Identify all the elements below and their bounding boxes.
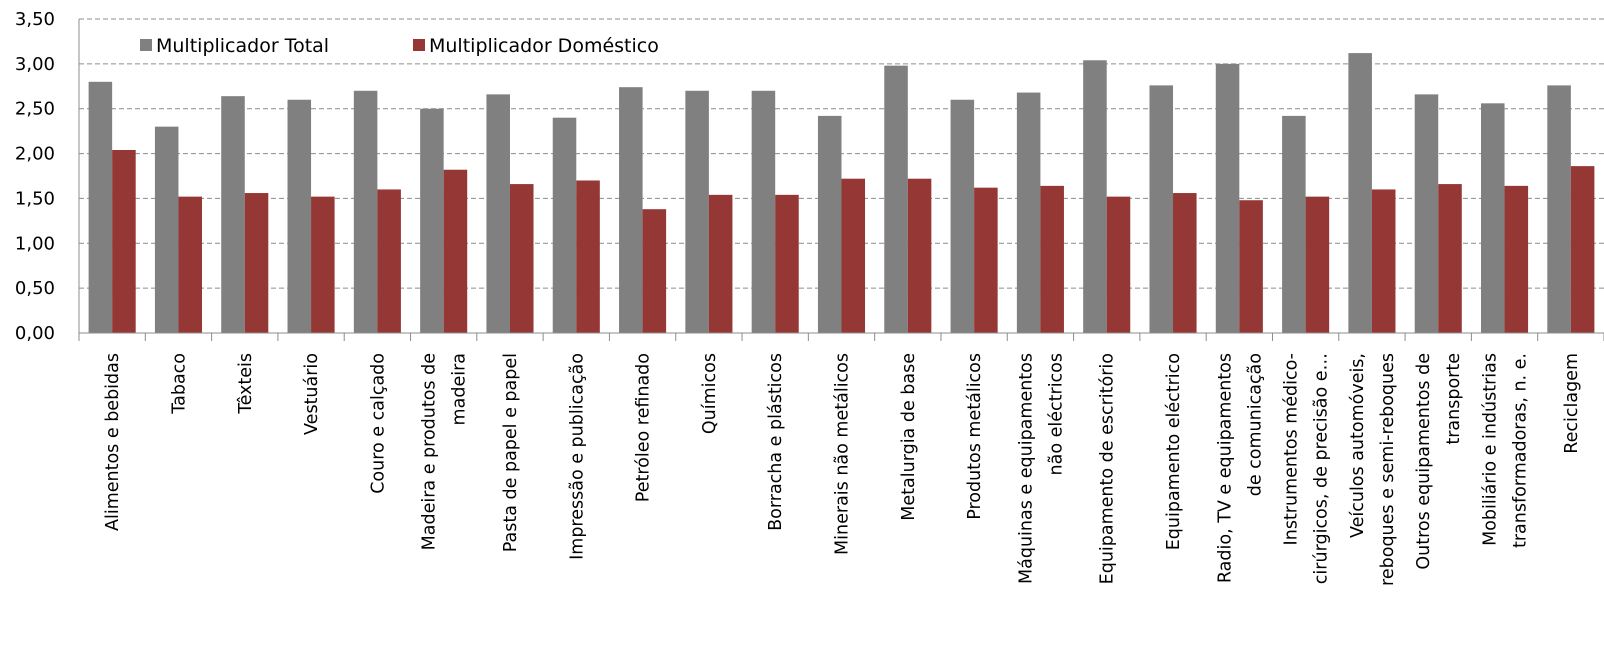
bar-domestic [1106, 196, 1131, 333]
bar-domestic [311, 196, 335, 333]
bar-domestic [775, 194, 799, 333]
bar-domestic [509, 184, 534, 333]
x-category-label: Madeira e produtos de [420, 353, 440, 550]
bar-total [950, 99, 975, 333]
x-category-label: Minerais não metálicos [833, 353, 853, 555]
bar-total [1083, 60, 1107, 334]
bar-domestic [576, 180, 600, 333]
y-tick-label: 1,00 [15, 233, 55, 254]
bar-total [154, 126, 179, 334]
bar-total [420, 108, 444, 333]
x-category-label: de comunicação [1245, 353, 1265, 496]
bar-domestic [112, 149, 136, 333]
x-category-label: Tabaco [169, 353, 189, 415]
x-category-label: Equipamento eléctrico [1164, 353, 1184, 550]
bar-domestic [1239, 200, 1263, 333]
y-tick-label: 0,50 [15, 278, 55, 299]
x-category-label: Metalurgia de base [899, 353, 919, 521]
bar-total [884, 65, 908, 333]
bar-domestic [1570, 166, 1595, 333]
bar-domestic [841, 178, 866, 333]
x-category-label: Químicos [700, 353, 720, 434]
bar-domestic [1040, 185, 1064, 333]
bars [88, 53, 1595, 334]
legend-swatch [413, 39, 425, 51]
x-category-label: transporte [1444, 353, 1464, 445]
bar-total [287, 99, 312, 333]
y-tick-label: 2,00 [15, 144, 55, 165]
x-category-label: Mobiliário e indústrias [1481, 353, 1501, 546]
bar-domestic [178, 196, 202, 333]
x-category-label: madeira [450, 353, 470, 425]
x-category-label: Máquinas e equipamentos [1016, 353, 1036, 584]
x-category-label: Instrumentos médico- [1282, 353, 1302, 545]
bar-total [817, 115, 842, 334]
bar-total [1547, 85, 1571, 333]
bar-domestic [708, 194, 733, 333]
bar-domestic [1305, 196, 1330, 333]
bar-total [1348, 53, 1372, 333]
bar-domestic [1173, 193, 1197, 333]
x-category-label: Petróleo refinado [634, 353, 654, 502]
bar-total [221, 96, 245, 333]
x-category-label: cirúrgicos, de precisão e… [1312, 353, 1332, 584]
bar-domestic [642, 209, 667, 333]
y-tick-label: 3,00 [15, 54, 55, 75]
bar-total [552, 117, 577, 333]
y-tick-label: 1,50 [15, 188, 55, 209]
bar-total [1414, 94, 1439, 333]
x-category-label: Outros equipamentos de [1414, 353, 1434, 570]
bar-total [1481, 103, 1505, 334]
bar-domestic [1504, 185, 1529, 333]
bar-domestic [244, 193, 269, 333]
x-category-label: Radio, TV e equipamentos [1215, 353, 1235, 583]
x-category-label: Veículos automóveis, [1348, 353, 1368, 538]
y-axis-tick-labels: 0,00 0,50 1,00 1,50 2,00 2,50 3,00 3,50 [15, 9, 55, 344]
legend-label: Multiplicador Total [156, 35, 329, 57]
bar-total [619, 87, 643, 333]
bar-total [1149, 85, 1174, 333]
bar-total [486, 94, 510, 333]
x-category-label: Couro e calçado [368, 353, 388, 494]
bar-total [751, 90, 776, 334]
x-category-label: reboques e semi-reboques [1378, 353, 1398, 586]
bar-domestic [1371, 189, 1396, 333]
x-category-label: Vestuário [302, 353, 322, 435]
legend: Multiplicador Total Multiplicador Domésti… [140, 35, 659, 57]
x-category-label: não eléctricos [1046, 353, 1066, 475]
bar-domestic [907, 178, 932, 333]
x-category-label: transformadoras, n. e. [1511, 353, 1531, 548]
x-category-label: Equipamento de escritório [1098, 353, 1118, 584]
bar-total [88, 81, 113, 333]
x-category-label: Pasta de papel e papel [501, 353, 521, 552]
bar-total [685, 90, 709, 334]
bar-domestic [377, 189, 401, 333]
legend-swatch [140, 39, 152, 51]
y-tick-label: 3,50 [15, 9, 55, 30]
x-category-label: Reciclagem [1562, 353, 1582, 454]
bar-total [353, 90, 378, 334]
bar-domestic [1438, 184, 1462, 333]
bar-domestic [974, 187, 998, 333]
x-category-label: Produtos metálicos [965, 353, 985, 520]
bar-total [1215, 63, 1240, 333]
x-category-label: Alimentos e bebidas [103, 353, 123, 531]
y-tick-label: 2,50 [15, 99, 55, 120]
x-category-label: Impressão e publicação [567, 353, 587, 560]
y-tick-label: 0,00 [15, 323, 55, 344]
bar-domestic [443, 169, 468, 333]
x-category-label: Têxteis [236, 353, 256, 415]
bar-total [1016, 92, 1041, 334]
x-axis: Alimentos e bebidas Tabaco Têxteis Vestuári… [78, 332, 1604, 586]
x-category-label: Borracha e plásticos [766, 353, 786, 531]
bar-total [1282, 115, 1306, 334]
legend-label: Multiplicador Doméstico [429, 35, 659, 57]
